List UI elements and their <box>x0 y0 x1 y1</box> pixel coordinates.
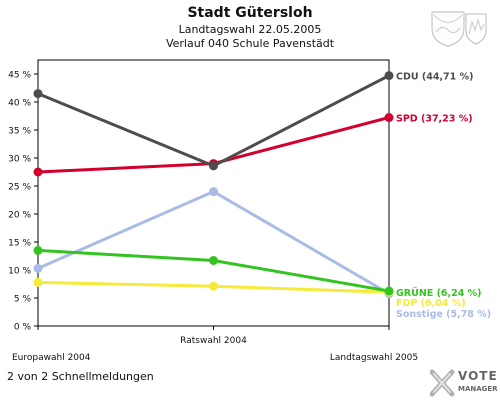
y-tick-label: 30 % <box>8 155 31 165</box>
chart-subtitle: Landtagswahl 22.05.2005 <box>178 23 322 36</box>
data-point-grüne <box>33 245 43 255</box>
series-line-cdu <box>37 74 390 168</box>
footer-text: 2 von 2 Schnellmeldungen <box>7 370 154 383</box>
series-label-fdp: FDP (6,04 %) <box>396 298 466 309</box>
coat-of-arms-icon <box>431 11 487 47</box>
data-point-spd <box>384 113 394 123</box>
data-point-cdu <box>209 161 218 171</box>
data-point-cdu <box>384 71 394 81</box>
series-label-cdu: CDU (44,71 %) <box>396 72 473 83</box>
x-tick-label: Landtagswahl 2005 <box>330 353 418 363</box>
y-tick-label: 45 % <box>8 71 31 81</box>
data-point-grüne <box>384 286 394 296</box>
y-tick-label: 40 % <box>8 99 31 109</box>
data-point-sonstige <box>209 187 218 197</box>
series-label-spd: SPD (37,23 %) <box>396 114 473 125</box>
y-tick-label: 10 % <box>8 267 31 277</box>
data-point-fdp <box>33 277 43 287</box>
series-line-sonstige <box>37 190 390 295</box>
y-tick-label: 5 % <box>14 295 32 305</box>
data-point-fdp <box>209 281 218 291</box>
logo-text-manager: MANAGER <box>458 385 498 393</box>
x-tick-label: Europawahl 2004 <box>12 353 91 363</box>
y-tick-label: 15 % <box>8 239 31 249</box>
y-tick-label: 0 % <box>14 323 32 333</box>
vote-manager-logo-icon <box>430 369 455 397</box>
data-point-spd <box>33 167 43 177</box>
y-tick-label: 25 % <box>8 183 31 193</box>
y-tick-label: 35 % <box>8 127 31 137</box>
chart-subtitle-2: Verlauf 040 Schule Pavenstädt <box>165 37 335 50</box>
data-point-grüne <box>209 255 218 265</box>
x-tick-label: Ratswahl 2004 <box>180 336 247 346</box>
data-point-sonstige <box>33 263 43 273</box>
chart-title: Stadt Gütersloh <box>187 5 313 21</box>
series-label-sonstige: Sonstige (5,78 %) <box>396 309 491 320</box>
y-tick-label: 20 % <box>8 211 31 221</box>
series-label-grüne: GRÜNE (6,24 %) <box>396 288 482 299</box>
data-point-cdu <box>33 89 43 99</box>
logo-text-vote: VOTE <box>458 369 498 383</box>
